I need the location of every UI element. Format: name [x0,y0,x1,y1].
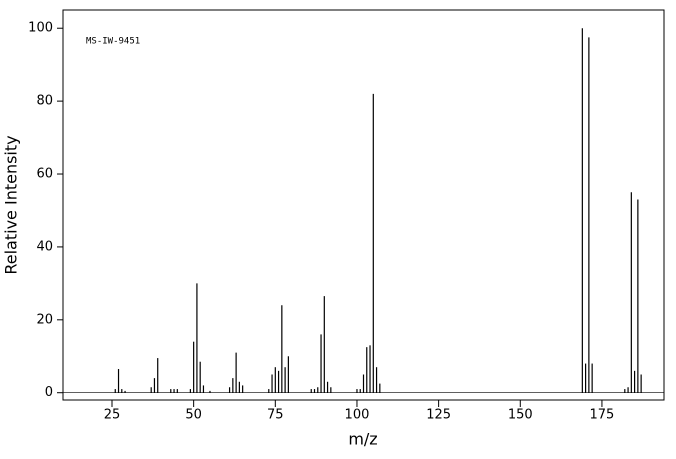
y-tick-label: 20 [36,312,53,327]
x-tick-label: 75 [267,408,284,423]
y-tick-label: 80 [36,94,53,109]
y-tick-label: 40 [36,239,53,254]
x-tick-label: 50 [185,408,202,423]
x-tick-label: 125 [426,408,451,423]
x-tick-label: 175 [590,408,615,423]
y-tick-label: 60 [36,167,53,182]
plot-frame [62,9,665,401]
y-tick-label: 100 [28,21,53,36]
x-tick-label: 100 [345,408,370,423]
x-tick-label: 150 [508,408,533,423]
annotation: MS-IW-9451 [86,37,140,47]
y-axis-label: Relative Intensity [2,135,21,274]
x-tick-label: 25 [104,408,121,423]
y-tick-label: 0 [45,385,53,400]
x-axis-label: m/z [348,430,377,449]
